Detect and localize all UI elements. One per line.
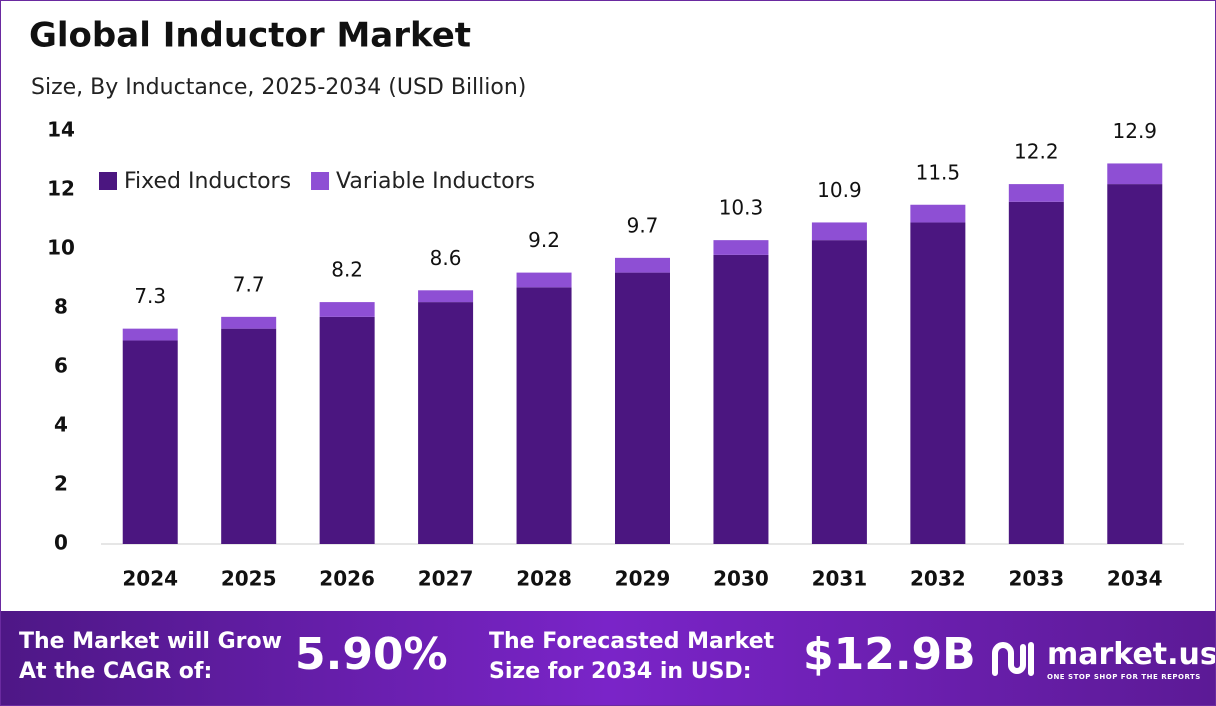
total-label: 9.2 bbox=[528, 228, 560, 252]
bar-segment bbox=[1008, 201, 1064, 545]
total-label: 7.3 bbox=[134, 284, 166, 308]
total-label: 7.7 bbox=[233, 272, 265, 296]
chart-title: Global Inductor Market bbox=[29, 16, 471, 56]
y-tick-label: 0 bbox=[54, 531, 68, 555]
bar-segment bbox=[122, 328, 178, 341]
tagline: ONE STOP SHOP FOR THE REPORTS bbox=[1047, 673, 1201, 681]
y-tick-label: 2 bbox=[54, 472, 68, 496]
bar-segment bbox=[319, 316, 375, 544]
x-tick-label: 2024 bbox=[122, 567, 178, 591]
bar-segment bbox=[811, 240, 867, 544]
brand: market.us bbox=[1047, 637, 1216, 672]
total-label: 12.9 bbox=[1113, 119, 1158, 143]
cagr-label-line: At the CAGR of: bbox=[19, 659, 213, 684]
y-tick-label: 8 bbox=[54, 295, 68, 319]
y-tick-label: 12 bbox=[47, 177, 75, 201]
y-tick-label: 10 bbox=[47, 236, 75, 260]
bar-segment bbox=[418, 302, 474, 544]
bar-segment bbox=[516, 287, 572, 544]
x-tick-label: 2032 bbox=[910, 567, 966, 591]
bar-segment bbox=[418, 290, 474, 303]
total-label: 10.9 bbox=[817, 178, 862, 202]
legend-swatch bbox=[99, 172, 117, 190]
total-label: 11.5 bbox=[916, 160, 961, 184]
bar-segment bbox=[811, 222, 867, 241]
bar-segment bbox=[615, 272, 670, 544]
forecast-label-line: The Forecasted Market bbox=[489, 629, 775, 654]
legend-swatch bbox=[311, 172, 330, 190]
forecast-label-line: Size for 2034 in USD: bbox=[489, 659, 752, 684]
forecast-label: The Forecasted Market Size for 2034 in US… bbox=[489, 627, 774, 687]
forecast-value: $12.9B bbox=[803, 629, 976, 680]
legend-label: Fixed Inductors bbox=[124, 169, 291, 194]
x-tick-label: 2029 bbox=[615, 567, 671, 591]
bar-segment bbox=[910, 204, 966, 223]
y-tick-label: 14 bbox=[47, 118, 75, 142]
y-tick-label: 6 bbox=[54, 354, 68, 378]
x-tick-label: 2034 bbox=[1107, 567, 1163, 591]
cagr-label: The Market will Grow At the CAGR of: bbox=[19, 627, 282, 687]
bar-segment bbox=[1107, 163, 1163, 185]
bar-segment bbox=[713, 254, 769, 544]
footer-banner: The Market will Grow At the CAGR of: 5.90… bbox=[1, 611, 1215, 705]
x-tick-label: 2028 bbox=[516, 567, 572, 591]
total-label: 12.2 bbox=[1014, 140, 1059, 164]
x-tick-label: 2027 bbox=[418, 567, 474, 591]
bar-segment bbox=[516, 272, 572, 288]
x-tick-label: 2031 bbox=[812, 567, 868, 591]
legend-label: Variable Inductors bbox=[336, 169, 535, 194]
cagr-value: 5.90% bbox=[295, 629, 448, 680]
x-tick-label: 2033 bbox=[1008, 567, 1064, 591]
bar-segment bbox=[221, 328, 277, 544]
bar-segment bbox=[1107, 184, 1163, 544]
total-label: 9.7 bbox=[627, 213, 659, 237]
bar-segment bbox=[221, 316, 277, 329]
chart: Global Inductor Market Size, By Inductan… bbox=[29, 16, 1184, 591]
logo-icon bbox=[992, 642, 1034, 676]
x-tick-label: 2030 bbox=[713, 567, 769, 591]
bar-segment bbox=[319, 302, 375, 317]
bar-segment bbox=[713, 240, 769, 255]
x-tick-label: 2025 bbox=[221, 567, 277, 591]
bar-segment bbox=[1008, 184, 1064, 202]
total-label: 10.3 bbox=[719, 196, 764, 220]
bar-segment bbox=[910, 222, 966, 544]
bar-segment bbox=[122, 340, 178, 544]
chart-subtitle: Size, By Inductance, 2025-2034 (USD Bill… bbox=[31, 75, 526, 100]
cagr-label-line: The Market will Grow bbox=[19, 629, 282, 654]
bar-segment bbox=[615, 257, 670, 273]
x-tick-label: 2026 bbox=[319, 567, 375, 591]
total-label: 8.6 bbox=[430, 246, 462, 270]
total-label: 8.2 bbox=[331, 258, 363, 282]
y-tick-label: 4 bbox=[54, 413, 68, 437]
